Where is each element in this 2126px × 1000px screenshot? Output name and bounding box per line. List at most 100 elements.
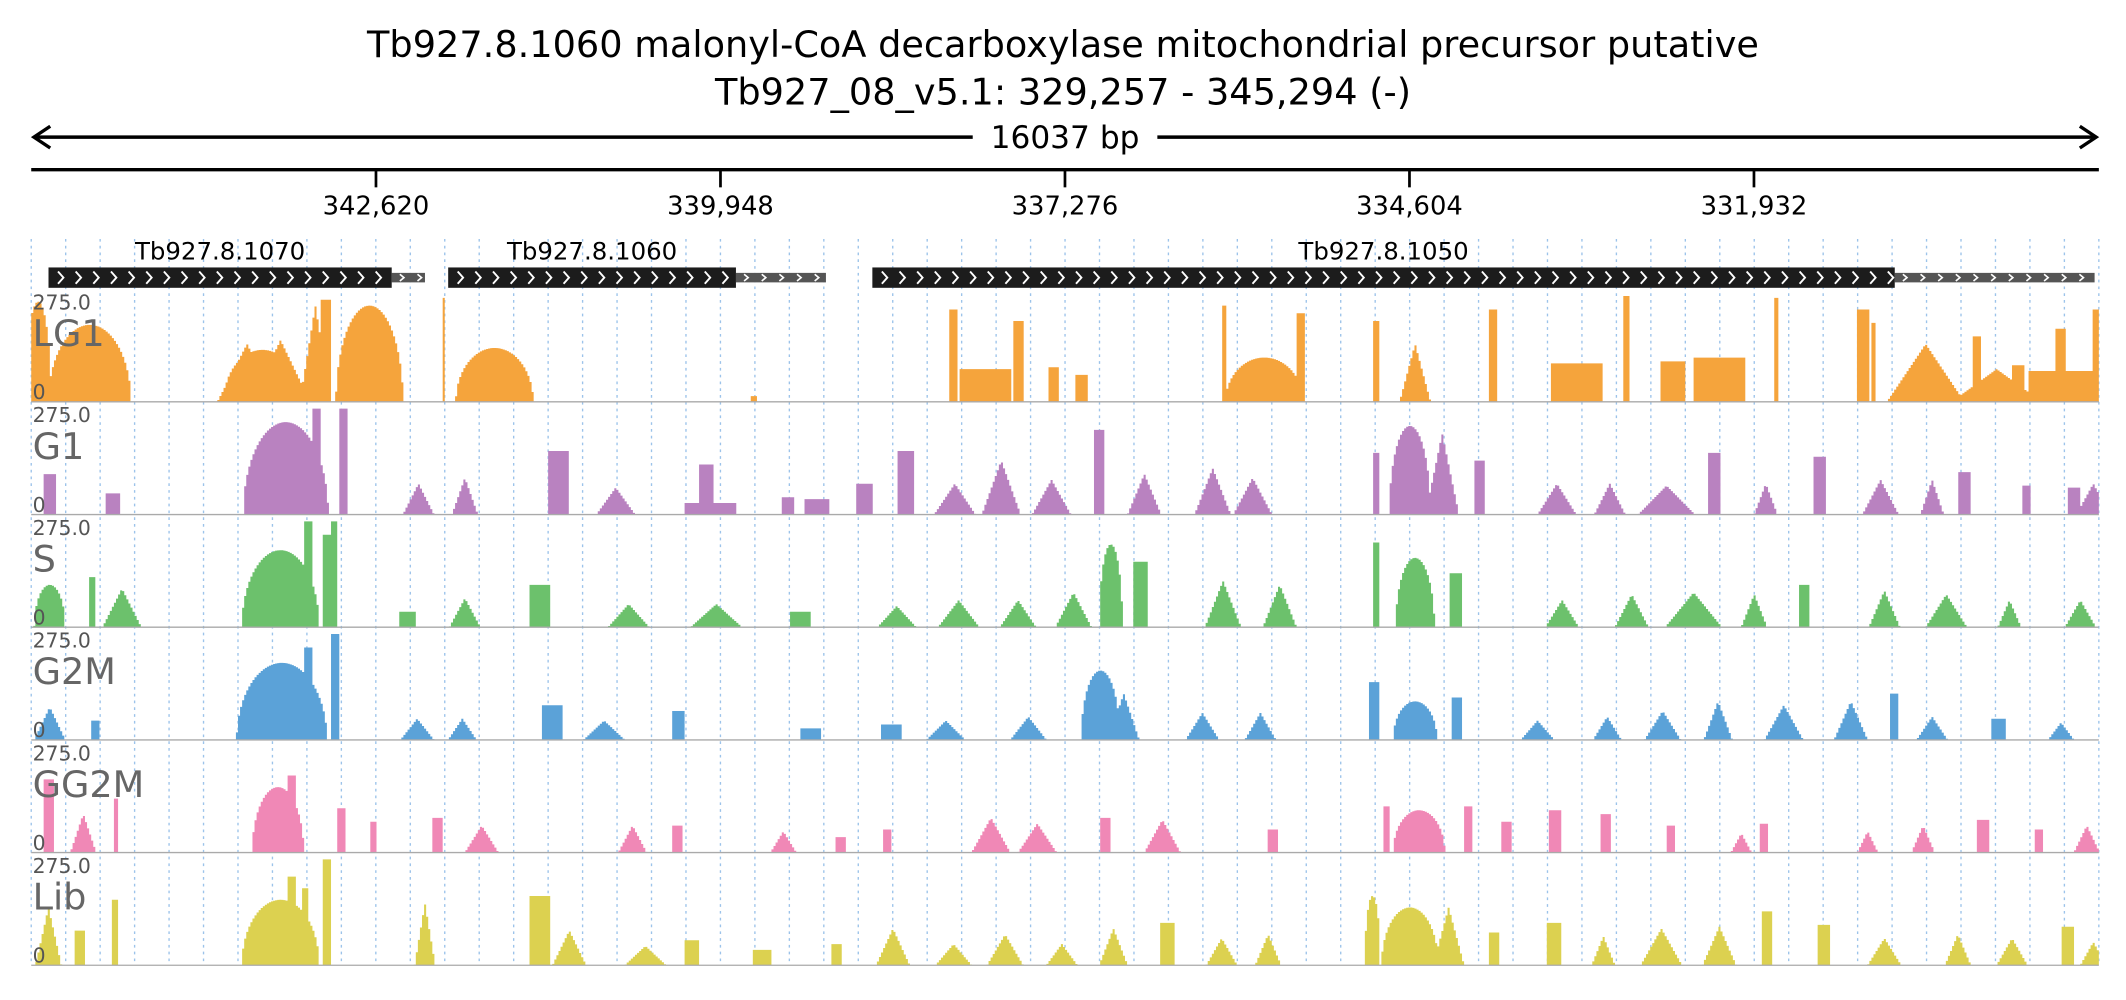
track-max-label: 275.0 [33,854,91,878]
track-max-label: 275.0 [33,741,91,765]
strand-arrow [127,270,136,285]
strand-arrow [416,273,423,282]
track-g1: 275.0G1 0 [31,403,2099,517]
track-name: GG2M [33,763,145,806]
strand-arrow [1692,270,1701,285]
strand-arrow [580,270,588,285]
strand-arrow [1251,270,1260,285]
strand-arrow [145,270,153,285]
coverage-area [31,633,2099,740]
strand-arrow [1902,273,1909,282]
strand-arrow [1816,270,1824,285]
coverage-tracks: 275.0LG10275.0G10275.0S0275.0G2M0275.0GG… [31,291,2099,968]
gene-label: Tb927.8.1050 [1297,236,1468,265]
track-name: S [33,538,56,581]
strand-arrow [545,270,553,285]
gene-track: Tb927.8.1070 Tb927.8.1060 Tb927.8.1050 [48,236,2095,288]
strand-arrow [562,270,571,285]
strand-arrow [374,270,383,285]
axis-tick-label: 342,620 [323,192,430,222]
track-zero-label: 0 [33,493,46,517]
gene-cds [872,267,1895,288]
strand-arrow [2078,273,2085,282]
span-label: 16037 bp [991,120,1140,156]
strand-arrow [1392,270,1401,285]
strand-arrow [1657,270,1666,285]
strand-arrow [1990,273,1997,282]
gene-label: Tb927.8.1070 [134,236,305,265]
strand-arrow [509,270,518,285]
strand-arrow [1710,270,1719,285]
strand-arrow [1128,270,1136,285]
strand-arrow [1640,270,1648,285]
strand-arrow [633,270,641,285]
strand-arrow [1745,270,1754,285]
strand-arrow [1622,270,1630,285]
strand-arrow [1322,270,1330,285]
span-ruler: 16037 bp [30,120,2100,156]
strand-arrow [916,270,924,285]
strand-arrow [1445,270,1454,285]
gene-cds [448,267,736,288]
strand-arrow [1357,270,1366,285]
strand-arrow [474,270,483,285]
strand-arrow [1920,273,1926,282]
strand-arrow [198,270,206,285]
track-max-label: 275.0 [33,629,91,653]
strand-arrow [1340,270,1348,285]
span-arrow-right [2078,124,2100,150]
strand-arrow [1781,270,1789,285]
strand-arrow [1375,270,1383,285]
strand-arrow [1110,270,1118,285]
strand-arrow [987,270,995,285]
strand-arrow [1569,270,1577,285]
strand-arrow [1410,270,1419,285]
track-zero-label: 0 [33,605,46,629]
strand-arrow [216,270,224,285]
coverage-area [31,521,2099,628]
strand-arrow [1798,270,1807,285]
chart-title: Tb927.8.1060 malonyl-CoA decarboxylase m… [367,24,1759,67]
strand-arrow [1551,270,1560,285]
strand-arrow [1304,270,1313,285]
strand-arrow [269,270,277,285]
strand-arrow [1604,270,1613,285]
strand-arrow [898,270,907,285]
coverage-area [31,775,2099,853]
strand-arrow [2025,273,2032,282]
strand-arrow [233,270,242,285]
chart-subtitle: Tb927_08_v5.1: 329,257 - 345,294 (-) [714,71,1412,115]
strand-arrow [1851,270,1860,285]
strand-arrow [1145,270,1154,285]
axis-tick-label: 334,604 [1356,192,1463,222]
strand-arrow [721,270,730,285]
strand-arrow [1587,270,1595,285]
span-arrow-left [30,124,52,150]
strand-arrow [1516,270,1524,285]
track-zero-label: 0 [33,380,46,404]
strand-arrow [1955,273,1962,282]
strand-arrow [1216,270,1224,285]
axis-tick-label: 339,948 [667,192,774,222]
strand-arrow [686,270,694,285]
strand-arrow [1728,270,1736,285]
strand-arrow [92,270,101,285]
strand-arrow [1269,270,1277,285]
strand-arrow [1834,270,1842,285]
strand-arrow [615,270,624,285]
strand-arrow [651,270,659,285]
strand-arrow [951,270,960,285]
strand-arrow [527,270,535,285]
track-zero-label: 0 [33,718,46,742]
gene-label: Tb927.8.1060 [506,236,677,265]
strand-arrow [357,270,365,285]
strand-arrow [761,273,768,282]
track-name: G2M [33,650,116,693]
strand-arrow [1972,273,1979,282]
strand-arrow [110,270,118,285]
strand-arrow [322,270,330,285]
strand-arrow [2008,273,2015,282]
